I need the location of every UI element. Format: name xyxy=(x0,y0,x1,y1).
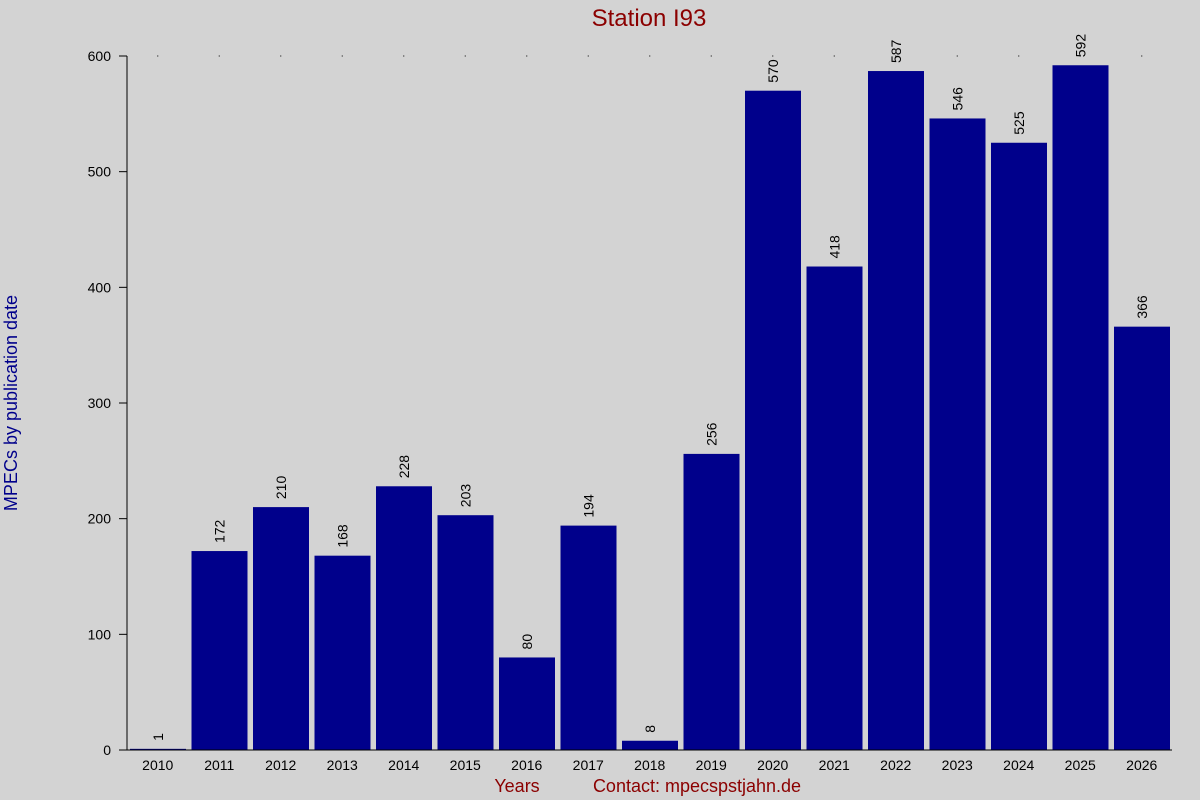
chart-title: Station I93 xyxy=(592,5,707,32)
top-dot xyxy=(710,55,712,57)
top-dot xyxy=(280,55,282,57)
y-tick-label: 200 xyxy=(88,511,112,527)
y-tick-label: 0 xyxy=(103,742,111,758)
x-tick-label: 2023 xyxy=(942,757,973,773)
bar xyxy=(806,266,863,750)
data-label: 194 xyxy=(580,494,596,518)
bar xyxy=(560,525,617,750)
x-tick-label: 2022 xyxy=(880,757,911,773)
top-dot xyxy=(772,55,774,57)
data-label: 366 xyxy=(1134,295,1150,319)
data-label: 8 xyxy=(642,725,658,733)
top-dot xyxy=(1141,55,1143,57)
y-tick-label: 300 xyxy=(88,395,112,411)
bar xyxy=(1114,326,1170,750)
bar xyxy=(1052,65,1109,750)
data-label: 418 xyxy=(826,235,842,259)
x-axis: 2010 2011 2012 2013 2014 2015 2016 2017 2018 2019… xyxy=(127,749,1172,773)
data-label: 546 xyxy=(949,87,965,111)
data-label: 587 xyxy=(888,39,904,63)
x-axis-label: Years xyxy=(494,776,539,796)
y-axis: 0 100 200 300 400 500 600 xyxy=(88,48,128,758)
x-tick-label: 2015 xyxy=(450,757,481,773)
bars xyxy=(130,65,1170,750)
y-tick-label: 400 xyxy=(88,279,112,295)
value-labels: 1 172 210 168 228 203 80 194 8 256 570 418 587 546 525… xyxy=(150,34,1150,741)
top-dot xyxy=(464,55,466,57)
x-tick-label: 2017 xyxy=(573,757,604,773)
y-tick-label: 600 xyxy=(88,48,112,64)
y-tick-label: 500 xyxy=(88,164,112,180)
data-label: 228 xyxy=(396,455,412,479)
x-tick-label: 2019 xyxy=(696,757,727,773)
x-tick-label: 2018 xyxy=(634,757,665,773)
x-tick-label: 2024 xyxy=(1003,757,1034,773)
top-dot xyxy=(895,55,897,57)
x-tick-label: 2010 xyxy=(142,757,173,773)
top-dot xyxy=(587,55,589,57)
top-dot xyxy=(649,55,651,57)
top-dot xyxy=(1079,55,1081,57)
data-label: 525 xyxy=(1011,111,1027,135)
bar xyxy=(622,740,678,750)
bar xyxy=(991,142,1047,750)
bar xyxy=(376,486,432,750)
x-tick-label: 2014 xyxy=(388,757,419,773)
bar xyxy=(929,118,986,750)
x-tick-label: 2020 xyxy=(757,757,788,773)
x-tick-label: 2026 xyxy=(1126,757,1157,773)
top-dot xyxy=(341,55,343,57)
bar xyxy=(191,551,248,750)
contact-note: Contact: mpecspstjahn.de xyxy=(593,776,801,796)
top-dot xyxy=(833,55,835,57)
data-label: 172 xyxy=(211,519,227,543)
x-tick-label: 2013 xyxy=(327,757,358,773)
x-tick-label: 2021 xyxy=(819,757,850,773)
bar xyxy=(437,515,494,750)
data-label: 203 xyxy=(457,484,473,508)
data-label: 592 xyxy=(1072,34,1088,58)
data-label: 256 xyxy=(703,422,719,446)
bar xyxy=(499,657,555,750)
x-tick-label: 2025 xyxy=(1065,757,1096,773)
bar xyxy=(745,90,801,750)
top-dot xyxy=(1018,55,1020,57)
data-label: 1 xyxy=(150,733,166,741)
bar xyxy=(683,453,740,750)
data-label: 168 xyxy=(334,524,350,548)
bar xyxy=(253,507,309,750)
bar xyxy=(130,748,186,750)
top-dot xyxy=(956,55,958,57)
data-label: 80 xyxy=(519,634,535,650)
bar xyxy=(868,71,924,750)
top-dot-row xyxy=(157,55,1143,57)
top-dot xyxy=(218,55,220,57)
top-dot xyxy=(157,55,159,57)
data-label: 210 xyxy=(273,476,289,500)
x-tick-label: 2012 xyxy=(265,757,296,773)
x-tick-label: 2016 xyxy=(511,757,542,773)
bar xyxy=(314,555,371,750)
y-axis-label: MPECs by publication date xyxy=(1,295,21,511)
top-dot xyxy=(403,55,405,57)
x-tick-label: 2011 xyxy=(204,757,234,773)
top-dot xyxy=(526,55,528,57)
data-label: 570 xyxy=(765,59,781,83)
y-tick-label: 100 xyxy=(88,626,112,642)
